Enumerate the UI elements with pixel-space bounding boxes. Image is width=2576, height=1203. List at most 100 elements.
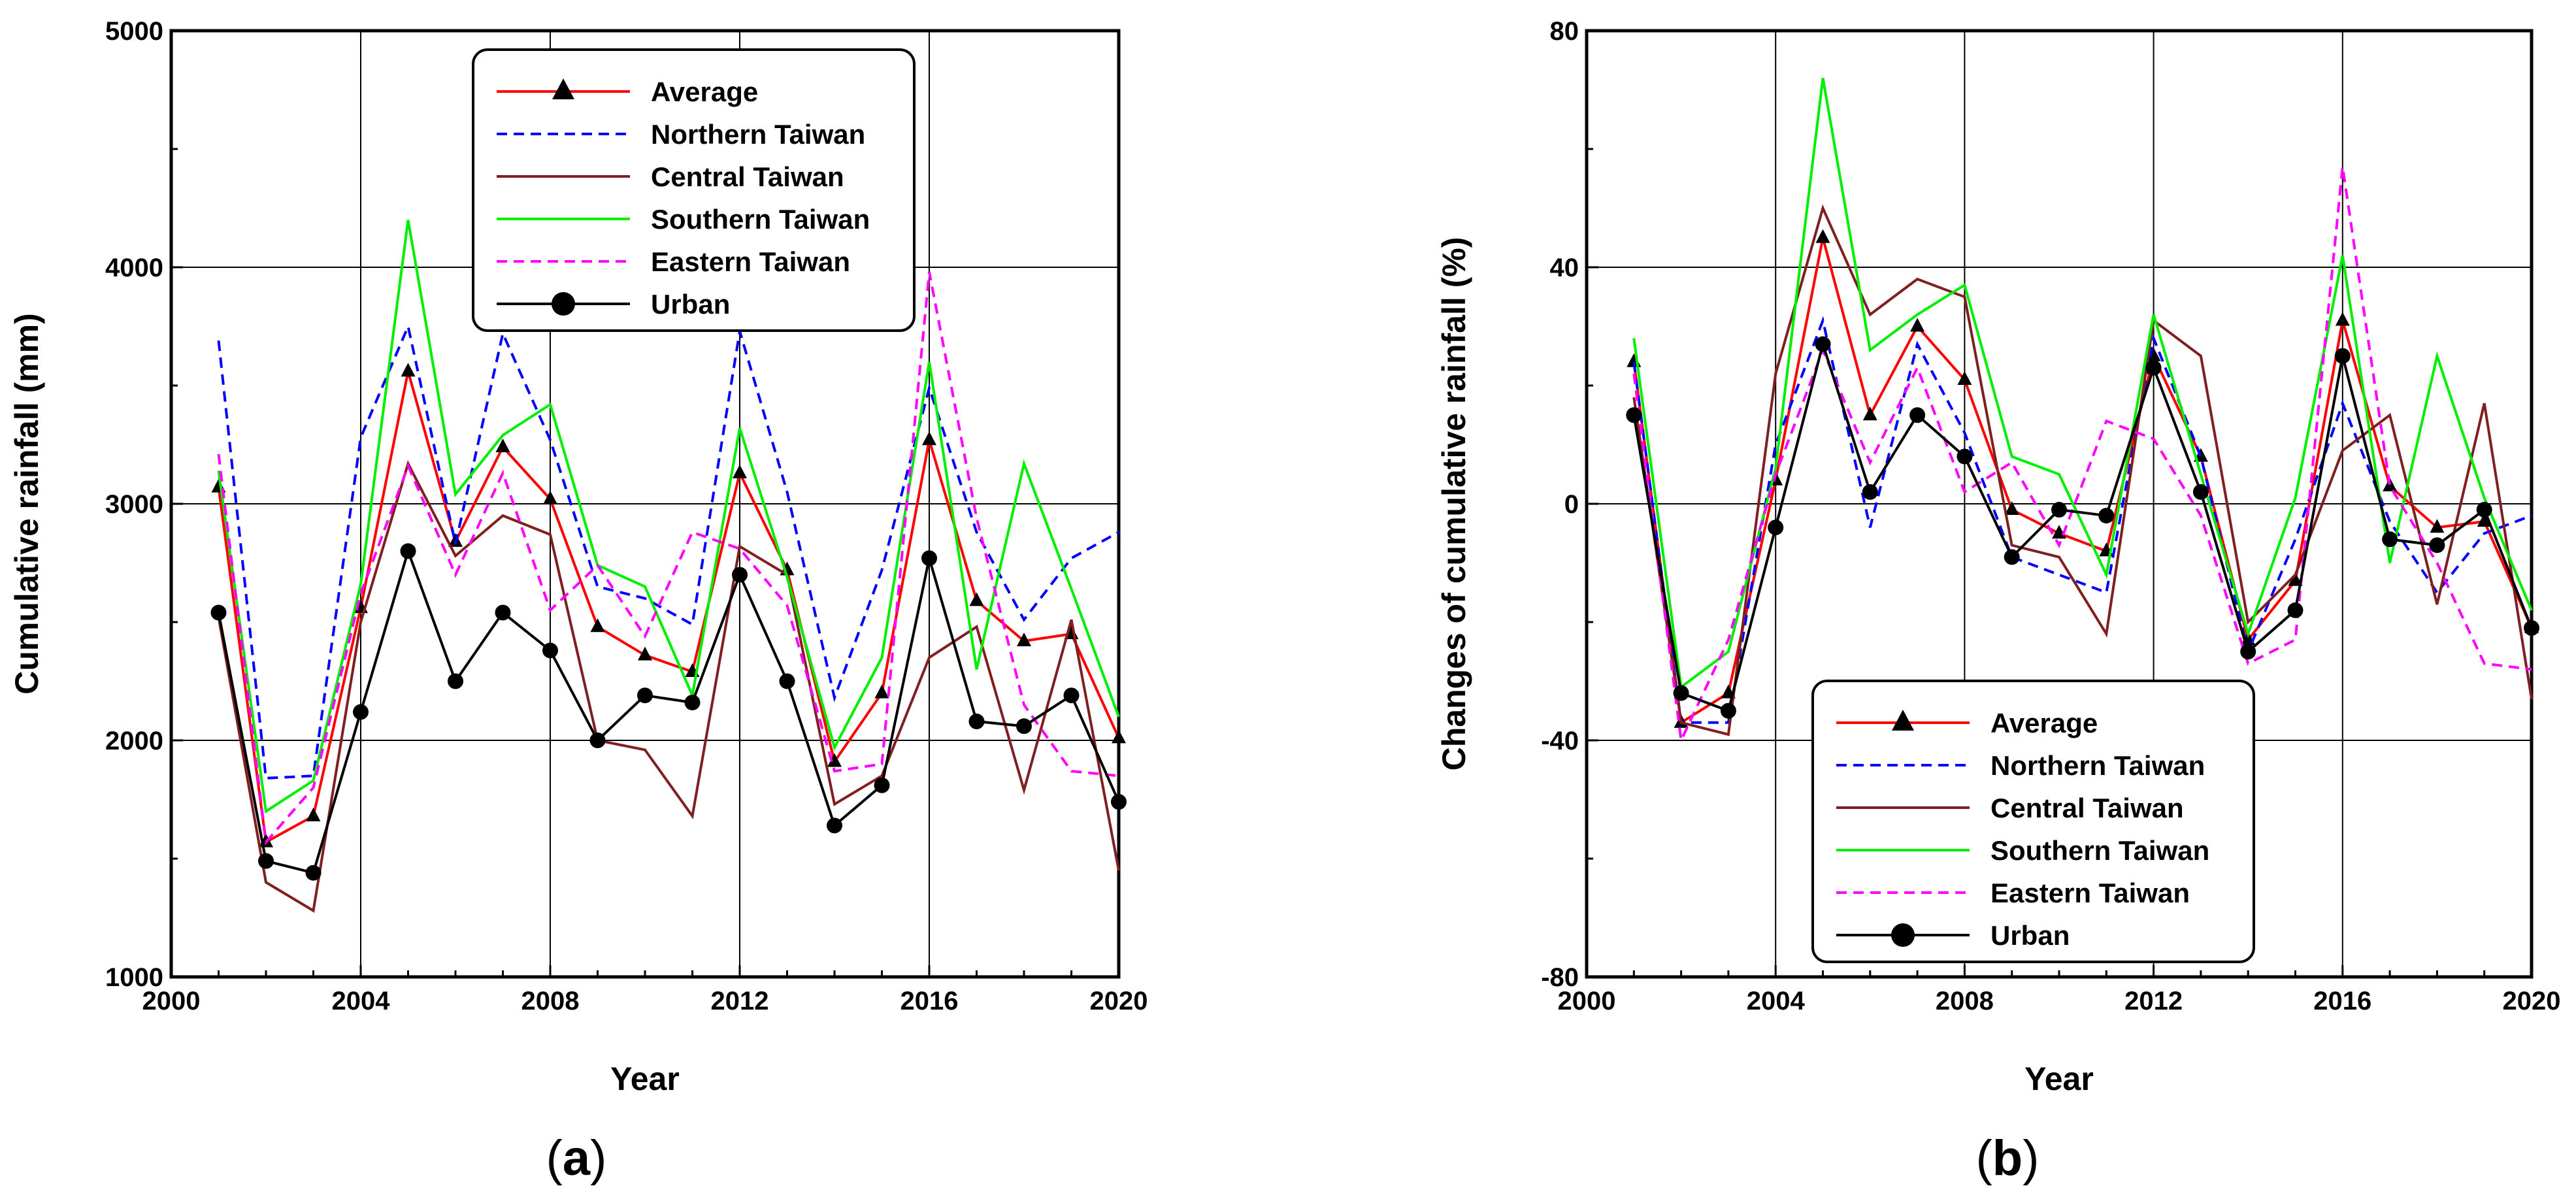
series-line-average xyxy=(1632,237,2533,725)
legend-label-southern: Southern Taiwan xyxy=(651,204,870,235)
urban-marker xyxy=(1626,407,1642,423)
x-tick-label: 2020 xyxy=(1090,987,1148,1015)
urban-marker xyxy=(258,853,274,869)
x-tick-label: 2000 xyxy=(1558,987,1616,1015)
legend-label-urban: Urban xyxy=(1990,920,2070,951)
average-marker xyxy=(1017,632,1031,646)
series-line-urban xyxy=(1632,339,2533,713)
urban-marker xyxy=(1063,687,1080,704)
y-tick-label: 1000 xyxy=(105,963,163,992)
x-tick-label: 2016 xyxy=(900,987,959,1015)
urban-marker xyxy=(448,673,463,689)
urban-marker xyxy=(2098,508,2115,524)
average-marker xyxy=(922,431,936,446)
urban-marker xyxy=(637,687,653,704)
average-marker xyxy=(2430,519,2445,533)
y-tick-label: 80 xyxy=(1550,17,1579,46)
panel-b-y-axis-label: Changes of cumulative rainfall (%) xyxy=(1436,237,1472,771)
urban-marker xyxy=(2334,348,2351,364)
y-tick-label: 40 xyxy=(1550,254,1579,282)
x-tick-label: 2012 xyxy=(2124,987,2183,1015)
urban-marker xyxy=(2382,531,2398,548)
urban-marker xyxy=(2524,620,2539,636)
panel-a-caption: (a) xyxy=(546,1130,607,1186)
urban-marker xyxy=(1673,685,1689,701)
legend-label-average: Average xyxy=(1990,708,2098,738)
average-marker xyxy=(874,684,889,699)
legend-label-southern: Southern Taiwan xyxy=(1990,835,2209,866)
urban-marker xyxy=(353,704,369,720)
panel-b-caption: (b) xyxy=(1975,1130,2039,1186)
average-marker xyxy=(2052,525,2066,539)
y-tick-label: 0 xyxy=(1564,490,1579,519)
panel-a-y-axis-label: Cumulative rainfall (mm) xyxy=(8,313,45,694)
average-marker xyxy=(2004,501,2019,516)
urban-marker xyxy=(779,673,795,689)
panel-b-tick-marks xyxy=(1585,29,2533,978)
average-marker xyxy=(2477,513,2492,527)
series-line-northern xyxy=(217,321,1119,780)
series-line-average xyxy=(217,371,1120,844)
panel-b: 2000 2004 2008 2012 2016 2020 -80 -40 0 … xyxy=(1436,17,2560,1186)
legend-marker-triangle xyxy=(552,78,574,99)
legend-label-eastern: Eastern Taiwan xyxy=(651,246,850,277)
panel-a-series xyxy=(210,220,1127,913)
urban-marker xyxy=(589,733,606,748)
panel-a: 2000 2004 2008 2012 2016 2020 1000 2000 … xyxy=(8,17,1148,1186)
urban-marker xyxy=(1957,448,1973,465)
series-line-southern xyxy=(217,220,1120,814)
urban-marker xyxy=(1862,484,1878,500)
panel-b-caption-open: ( xyxy=(1975,1130,1992,1186)
x-tick-label: 2016 xyxy=(2313,987,2371,1015)
panel-b-y-tick-labels: -80 -40 0 40 80 xyxy=(1541,17,1579,992)
urban-marker xyxy=(542,642,558,659)
urban-marker xyxy=(2004,549,2020,565)
panel-a-x-axis-label: Year xyxy=(610,1061,680,1097)
urban-marker xyxy=(874,777,890,793)
panel-a-caption-close: ) xyxy=(590,1130,606,1186)
average-marker xyxy=(638,646,652,661)
x-tick-label: 2008 xyxy=(521,987,580,1015)
panel-a-caption-letter: a xyxy=(563,1130,591,1186)
legend-marker-triangle xyxy=(1892,710,1914,731)
urban-marker xyxy=(968,714,985,730)
average-marker xyxy=(401,363,416,377)
average-marker xyxy=(1957,371,1972,385)
x-tick-label: 2008 xyxy=(1936,987,1994,1015)
y-tick-label: 2000 xyxy=(105,727,163,755)
legend-label-central: Central Taiwan xyxy=(1990,793,2184,823)
panel-b-caption-letter: b xyxy=(1992,1130,2023,1186)
average-marker xyxy=(543,490,557,504)
x-tick-label: 2000 xyxy=(142,987,201,1015)
urban-marker xyxy=(827,817,842,834)
y-tick-label: 3000 xyxy=(105,490,163,519)
average-marker xyxy=(1862,406,1877,421)
y-tick-label: -80 xyxy=(1541,963,1579,992)
y-tick-label: 4000 xyxy=(105,254,163,282)
series-line-central xyxy=(1632,204,2533,736)
urban-marker xyxy=(400,543,416,559)
urban-marker xyxy=(1016,718,1032,734)
urban-marker xyxy=(1909,407,1926,423)
legend-marker-circle xyxy=(552,292,575,316)
urban-marker xyxy=(2287,602,2304,618)
average-marker xyxy=(1910,318,1925,332)
average-marker xyxy=(2335,312,2350,326)
panel-a-caption-open: ( xyxy=(546,1130,563,1186)
average-marker xyxy=(590,618,605,633)
urban-marker xyxy=(210,604,227,621)
average-marker xyxy=(733,464,747,478)
panel-b-x-tick-labels: 2000 2004 2008 2012 2016 2020 xyxy=(1558,987,2561,1015)
urban-marker xyxy=(2192,484,2209,500)
average-marker xyxy=(969,592,984,606)
average-marker xyxy=(306,807,321,821)
y-tick-label: -40 xyxy=(1541,727,1579,755)
urban-marker xyxy=(2145,359,2162,376)
legend-marker-circle xyxy=(1891,923,1915,947)
urban-marker xyxy=(2476,502,2492,518)
average-marker xyxy=(2288,572,2303,586)
urban-marker xyxy=(1720,702,1736,719)
urban-marker xyxy=(1111,794,1127,810)
average-marker xyxy=(827,753,842,767)
